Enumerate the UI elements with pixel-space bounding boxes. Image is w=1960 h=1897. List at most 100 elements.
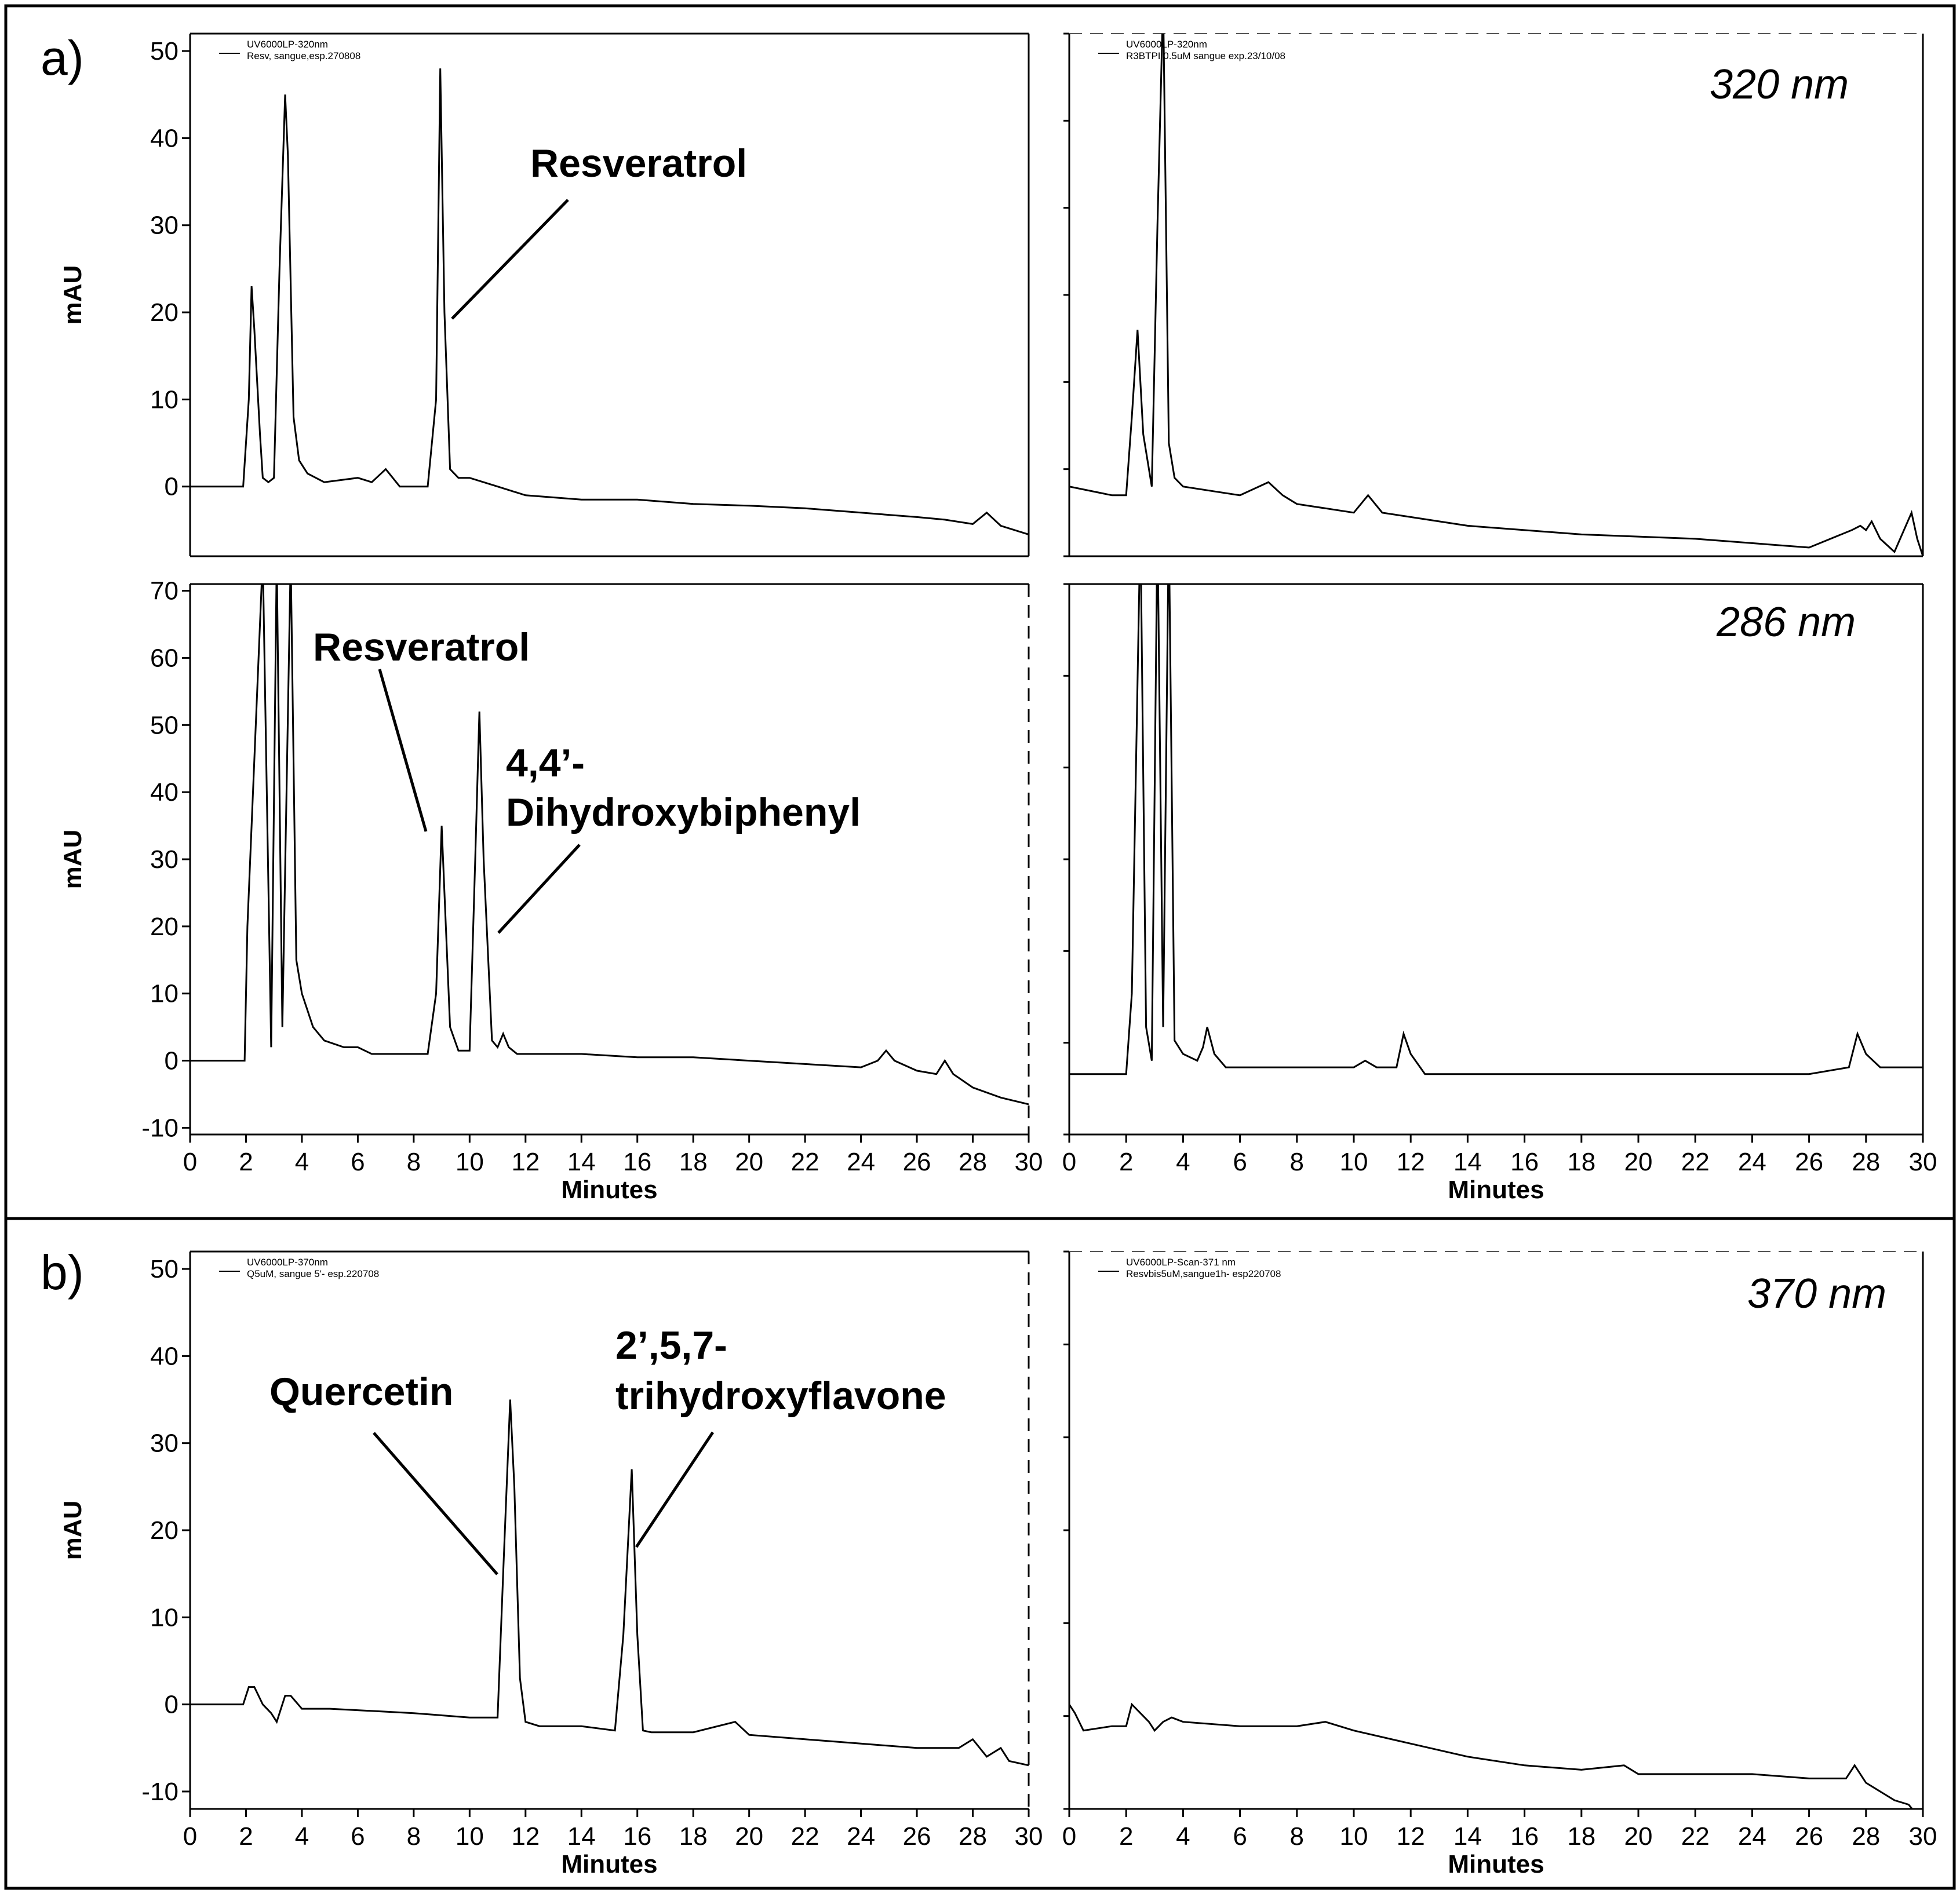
x-axis-title: Minutes xyxy=(1448,1850,1544,1878)
y-tick-label: 0 xyxy=(165,1047,178,1075)
x-tick-label: 8 xyxy=(1290,1148,1304,1176)
peak-annotation-label: trihydroxyflavone xyxy=(615,1374,946,1418)
x-tick-label: 4 xyxy=(295,1148,309,1176)
legend-entry: UV6000LP-Scan-371 nm xyxy=(1126,1257,1236,1268)
y-tick-label: 30 xyxy=(150,211,178,240)
chart-b-right: 0 2 4 6 8 10 12 14 16 18 20 22 24 26 28 30MinutesUV6000… xyxy=(1062,1250,1937,1878)
x-tick-label: 30 xyxy=(1909,1148,1937,1176)
legend-entry: UV6000LP-370nm xyxy=(247,1257,328,1268)
y-tick-label: -10 xyxy=(141,1778,178,1806)
peak-annotation-label: 4,4’- xyxy=(506,741,585,785)
x-axis-title: Minutes xyxy=(561,1850,657,1878)
x-tick-label: 24 xyxy=(1738,1148,1766,1176)
x-tick-label: 0 xyxy=(1062,1822,1076,1851)
x-tick-label: 6 xyxy=(1233,1822,1247,1851)
x-tick-label: 0 xyxy=(183,1148,197,1176)
x-tick-label: 0 xyxy=(183,1822,197,1851)
wavelength-label-a-top: 320 nm xyxy=(1710,61,1849,108)
y-tick-label: 10 xyxy=(150,1603,178,1632)
series-line xyxy=(190,68,1029,535)
x-tick-label: 2 xyxy=(1119,1148,1133,1176)
x-tick-label: 18 xyxy=(1567,1148,1595,1176)
x-tick-label: 26 xyxy=(1795,1822,1823,1851)
x-tick-label: 12 xyxy=(511,1148,540,1176)
x-axis-title: Minutes xyxy=(1448,1176,1544,1204)
x-tick-label: 14 xyxy=(1453,1148,1482,1176)
x-tick-label: 2 xyxy=(239,1148,253,1176)
x-tick-label: 26 xyxy=(903,1822,931,1851)
x-tick-label: 6 xyxy=(351,1148,365,1176)
y-tick-label: 50 xyxy=(150,1255,178,1283)
y-tick-label: 40 xyxy=(150,1342,178,1370)
wavelength-label-a-bottom: 286 nm xyxy=(1717,599,1856,645)
x-tick-label: 22 xyxy=(1681,1822,1710,1851)
x-tick-label: 10 xyxy=(456,1822,484,1851)
x-tick-label: 24 xyxy=(847,1822,875,1851)
panel-a-label: a) xyxy=(41,31,84,85)
peak-annotation-label: Dihydroxybiphenyl xyxy=(506,790,861,834)
x-tick-label: 12 xyxy=(1397,1822,1425,1851)
y-tick-label: 30 xyxy=(150,845,178,874)
series-line xyxy=(190,1399,1029,1767)
x-tick-label: 18 xyxy=(679,1148,708,1176)
x-axis-title: Minutes xyxy=(561,1176,657,1204)
x-tick-label: 8 xyxy=(1290,1822,1304,1851)
x-tick-label: 10 xyxy=(456,1148,484,1176)
panel-a-frame xyxy=(4,4,1956,1220)
x-tick-label: 4 xyxy=(295,1822,309,1851)
y-tick-label: 40 xyxy=(150,778,178,807)
y-tick-label: 0 xyxy=(165,473,178,501)
x-tick-label: 12 xyxy=(1397,1148,1425,1176)
x-tick-label: 4 xyxy=(1176,1148,1190,1176)
x-tick-label: 18 xyxy=(1567,1822,1595,1851)
x-tick-label: 8 xyxy=(407,1822,421,1851)
legend-entry: R3BTPI 0.5uM sangue exp.23/10/08 xyxy=(1126,50,1285,61)
x-tick-label: 24 xyxy=(847,1148,875,1176)
x-tick-label: 16 xyxy=(1510,1822,1539,1851)
x-tick-label: 16 xyxy=(623,1822,651,1851)
x-tick-label: 14 xyxy=(567,1822,596,1851)
wavelength-label-b: 370 nm xyxy=(1747,1271,1887,1317)
x-tick-label: 16 xyxy=(1510,1148,1539,1176)
y-tick-label: 40 xyxy=(150,124,178,152)
x-tick-label: 26 xyxy=(1795,1148,1823,1176)
panel-b-frame xyxy=(4,1217,1956,1890)
x-tick-label: 6 xyxy=(351,1822,365,1851)
legend-entry: UV6000LP-320nm xyxy=(247,39,328,50)
annotation-leader-line xyxy=(373,1432,498,1575)
y-tick-label: 30 xyxy=(150,1429,178,1458)
y-axis-title: mAU xyxy=(59,830,87,889)
x-tick-label: 28 xyxy=(959,1822,987,1851)
series-line xyxy=(1069,584,1923,1075)
y-axis-title: mAU xyxy=(59,265,87,325)
x-tick-label: 22 xyxy=(791,1148,819,1176)
x-tick-label: 30 xyxy=(1015,1822,1043,1851)
annotation-leader-line xyxy=(378,669,428,832)
x-tick-label: 30 xyxy=(1015,1148,1043,1176)
x-tick-label: 2 xyxy=(239,1822,253,1851)
x-tick-label: 4 xyxy=(1176,1822,1190,1851)
legend-entry: Q5uM, sangue 5'- esp.220708 xyxy=(247,1268,379,1279)
x-tick-label: 20 xyxy=(1624,1822,1653,1851)
x-tick-label: 28 xyxy=(1852,1822,1880,1851)
peak-annotation-label: Resveratrol xyxy=(313,625,530,669)
x-tick-label: 0 xyxy=(1062,1148,1076,1176)
y-tick-label: 70 xyxy=(150,577,178,605)
x-tick-label: 28 xyxy=(959,1148,987,1176)
x-tick-label: 10 xyxy=(1340,1148,1368,1176)
y-tick-label: 60 xyxy=(150,644,178,672)
legend-entry: UV6000LP-320nm xyxy=(1126,39,1207,50)
x-tick-label: 20 xyxy=(735,1148,763,1176)
x-tick-label: 18 xyxy=(679,1822,708,1851)
x-tick-label: 20 xyxy=(735,1822,763,1851)
x-tick-label: 6 xyxy=(1233,1148,1247,1176)
y-tick-label: 10 xyxy=(150,980,178,1008)
x-tick-label: 12 xyxy=(511,1822,540,1851)
panel-b-label: b) xyxy=(41,1245,84,1300)
